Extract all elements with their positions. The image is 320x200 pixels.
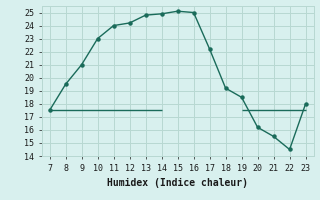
X-axis label: Humidex (Indice chaleur): Humidex (Indice chaleur)	[107, 178, 248, 188]
